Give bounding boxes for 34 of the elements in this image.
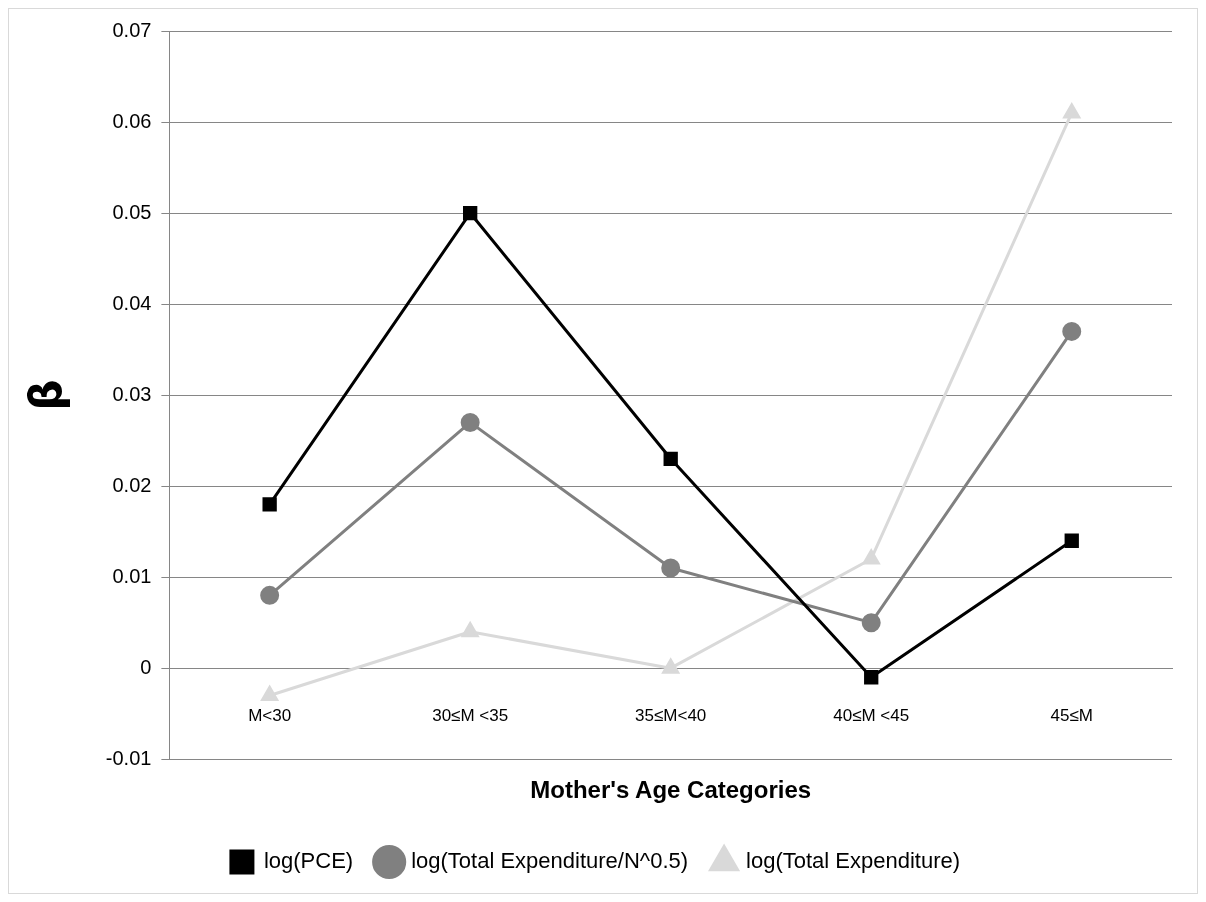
y-tick-label: -0.01 [105, 746, 152, 769]
x-tick-label: 40≤M <45 [833, 706, 910, 726]
legend-label: log(Total Expenditure/N^0.5) [411, 848, 689, 874]
y-tick-label: 0.04 [112, 291, 152, 314]
y-tick-label: 0.07 [112, 18, 152, 41]
x-tick-label: 35≤M<40 [635, 706, 707, 726]
x-tick-label: 30≤M <35 [432, 706, 509, 726]
y-tick-label: 0.05 [112, 200, 152, 223]
legend-label: log(PCE) [263, 848, 354, 874]
y-axis-title: β [19, 379, 71, 411]
y-tick-label: 0.06 [112, 109, 152, 132]
y-tick-label: 0 [140, 655, 152, 678]
point [862, 549, 880, 565]
point [461, 622, 479, 638]
x-axis-title: Mother's Age Categories [530, 776, 812, 804]
point [1063, 103, 1081, 119]
x-tick-label: 45≤M [1050, 706, 1093, 726]
point [261, 685, 279, 701]
point [260, 585, 280, 605]
y-tick-label: 0.03 [112, 382, 152, 405]
point [1064, 533, 1079, 548]
point [861, 613, 881, 633]
y-tick-label: 0.02 [112, 473, 152, 496]
point [262, 497, 277, 512]
x-tick-label: M<30 [248, 706, 292, 726]
point [463, 205, 478, 221]
y-tick-label: 0.01 [112, 564, 152, 587]
legend-label: log(Total Expenditure) [746, 848, 961, 874]
point [662, 658, 680, 674]
point [460, 412, 480, 432]
point [661, 558, 681, 578]
point [1062, 321, 1082, 341]
point [864, 670, 879, 685]
point [663, 451, 678, 466]
